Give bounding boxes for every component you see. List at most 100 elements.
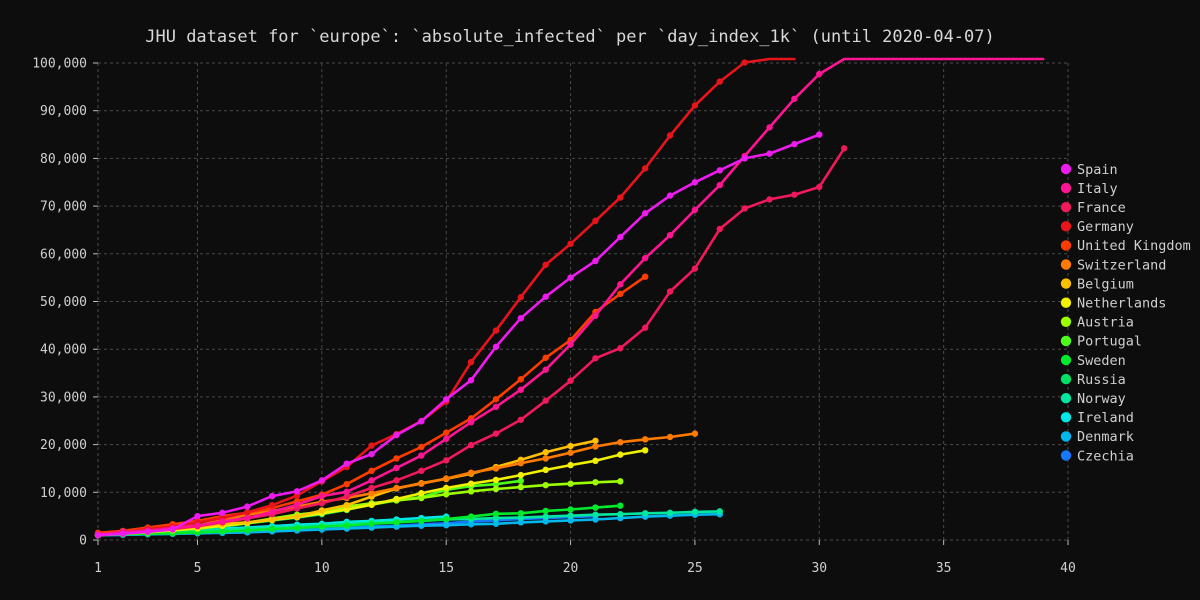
data-point (741, 155, 748, 162)
x-tick-label: 30 (811, 561, 827, 576)
data-point (641, 273, 649, 280)
legend-marker (1060, 431, 1072, 442)
data-point (766, 196, 773, 203)
y-tick-label: 10,000 (40, 486, 87, 501)
data-point (666, 288, 674, 295)
data-point (666, 509, 674, 517)
data-point (343, 488, 350, 496)
data-point (641, 436, 649, 443)
data-point (467, 480, 475, 487)
data-point (641, 165, 649, 172)
data-point (443, 457, 450, 464)
data-point (418, 467, 425, 475)
data-point (617, 194, 624, 201)
data-point (443, 396, 450, 403)
data-point (418, 443, 425, 451)
data-point (268, 508, 276, 516)
data-point (443, 484, 450, 492)
legend-marker (1060, 450, 1072, 461)
series-sweden (94, 502, 624, 538)
series-line (96, 133, 821, 537)
data-point (666, 433, 674, 441)
data-point (716, 181, 723, 189)
data-point (293, 501, 301, 508)
legend-item: Norway (1060, 391, 1126, 407)
data-point (567, 480, 574, 487)
data-point (443, 429, 450, 436)
data-point (293, 513, 301, 520)
series-spain (94, 131, 823, 539)
data-point (343, 501, 350, 509)
legend-label: Czechia (1077, 448, 1134, 464)
data-point (492, 396, 500, 403)
legend: Spain Italy France Germany United Kingdom Swi… (1060, 162, 1191, 464)
data-point (492, 465, 500, 472)
legend-label: Austria (1077, 315, 1134, 331)
data-point (517, 519, 525, 526)
data-point (144, 528, 151, 536)
legend-item: Czechia (1060, 448, 1134, 464)
data-point (791, 140, 798, 148)
legend-marker (1060, 278, 1072, 289)
data-point (567, 240, 574, 247)
data-point (617, 439, 624, 446)
data-point (492, 485, 500, 493)
data-point (641, 510, 649, 517)
data-point (542, 354, 549, 361)
data-point (517, 314, 525, 322)
data-point (443, 491, 450, 498)
data-point (542, 518, 549, 525)
data-point (592, 457, 599, 465)
legend-label: Netherlands (1077, 296, 1166, 312)
series-italy (94, 57, 1045, 538)
data-point (268, 516, 276, 523)
data-point (368, 442, 375, 449)
data-point (716, 78, 723, 85)
data-point (641, 210, 649, 217)
data-point (219, 509, 226, 517)
data-point (318, 507, 326, 514)
data-point (368, 450, 375, 458)
legend-marker (1060, 354, 1072, 366)
data-point (542, 481, 549, 489)
data-point (194, 512, 201, 520)
data-point (467, 358, 475, 366)
data-point (791, 95, 798, 102)
x-tick-label: 40 (1060, 561, 1076, 576)
data-point (318, 500, 326, 507)
data-point (368, 484, 375, 492)
legend-item: Austria (1060, 315, 1134, 331)
data-point (691, 508, 699, 516)
series-germany (94, 57, 796, 538)
data-point (517, 460, 525, 467)
y-axis: 0 10,000 20,000 30,000 40,000 50,000 60,000 70,… (32, 57, 98, 549)
x-tick-label: 25 (687, 561, 703, 576)
data-point (617, 345, 624, 352)
y-tick-label: 20,000 (40, 438, 87, 453)
data-point (492, 520, 500, 527)
x-tick-label: 35 (936, 561, 952, 576)
data-point (443, 435, 450, 443)
data-point (691, 265, 699, 272)
data-point (766, 150, 773, 157)
data-point (542, 466, 549, 474)
data-point (716, 508, 723, 515)
data-point (592, 479, 599, 486)
grid (97, 62, 1069, 541)
legend-label: Denmark (1077, 429, 1134, 445)
legend-item: Spain (1060, 162, 1118, 178)
legend-marker (1060, 297, 1072, 308)
data-point (517, 483, 525, 491)
data-point (293, 524, 301, 532)
y-tick-label: 80,000 (40, 152, 87, 167)
data-point (219, 528, 226, 535)
legend-item: Germany (1060, 219, 1134, 235)
data-point (467, 441, 475, 449)
data-point (567, 442, 574, 450)
data-point (418, 517, 425, 525)
x-tick-label: 20 (563, 561, 579, 576)
legend-marker (1060, 221, 1072, 232)
data-point (816, 131, 823, 138)
legend-item: Italy (1060, 181, 1118, 197)
data-point (517, 386, 525, 393)
